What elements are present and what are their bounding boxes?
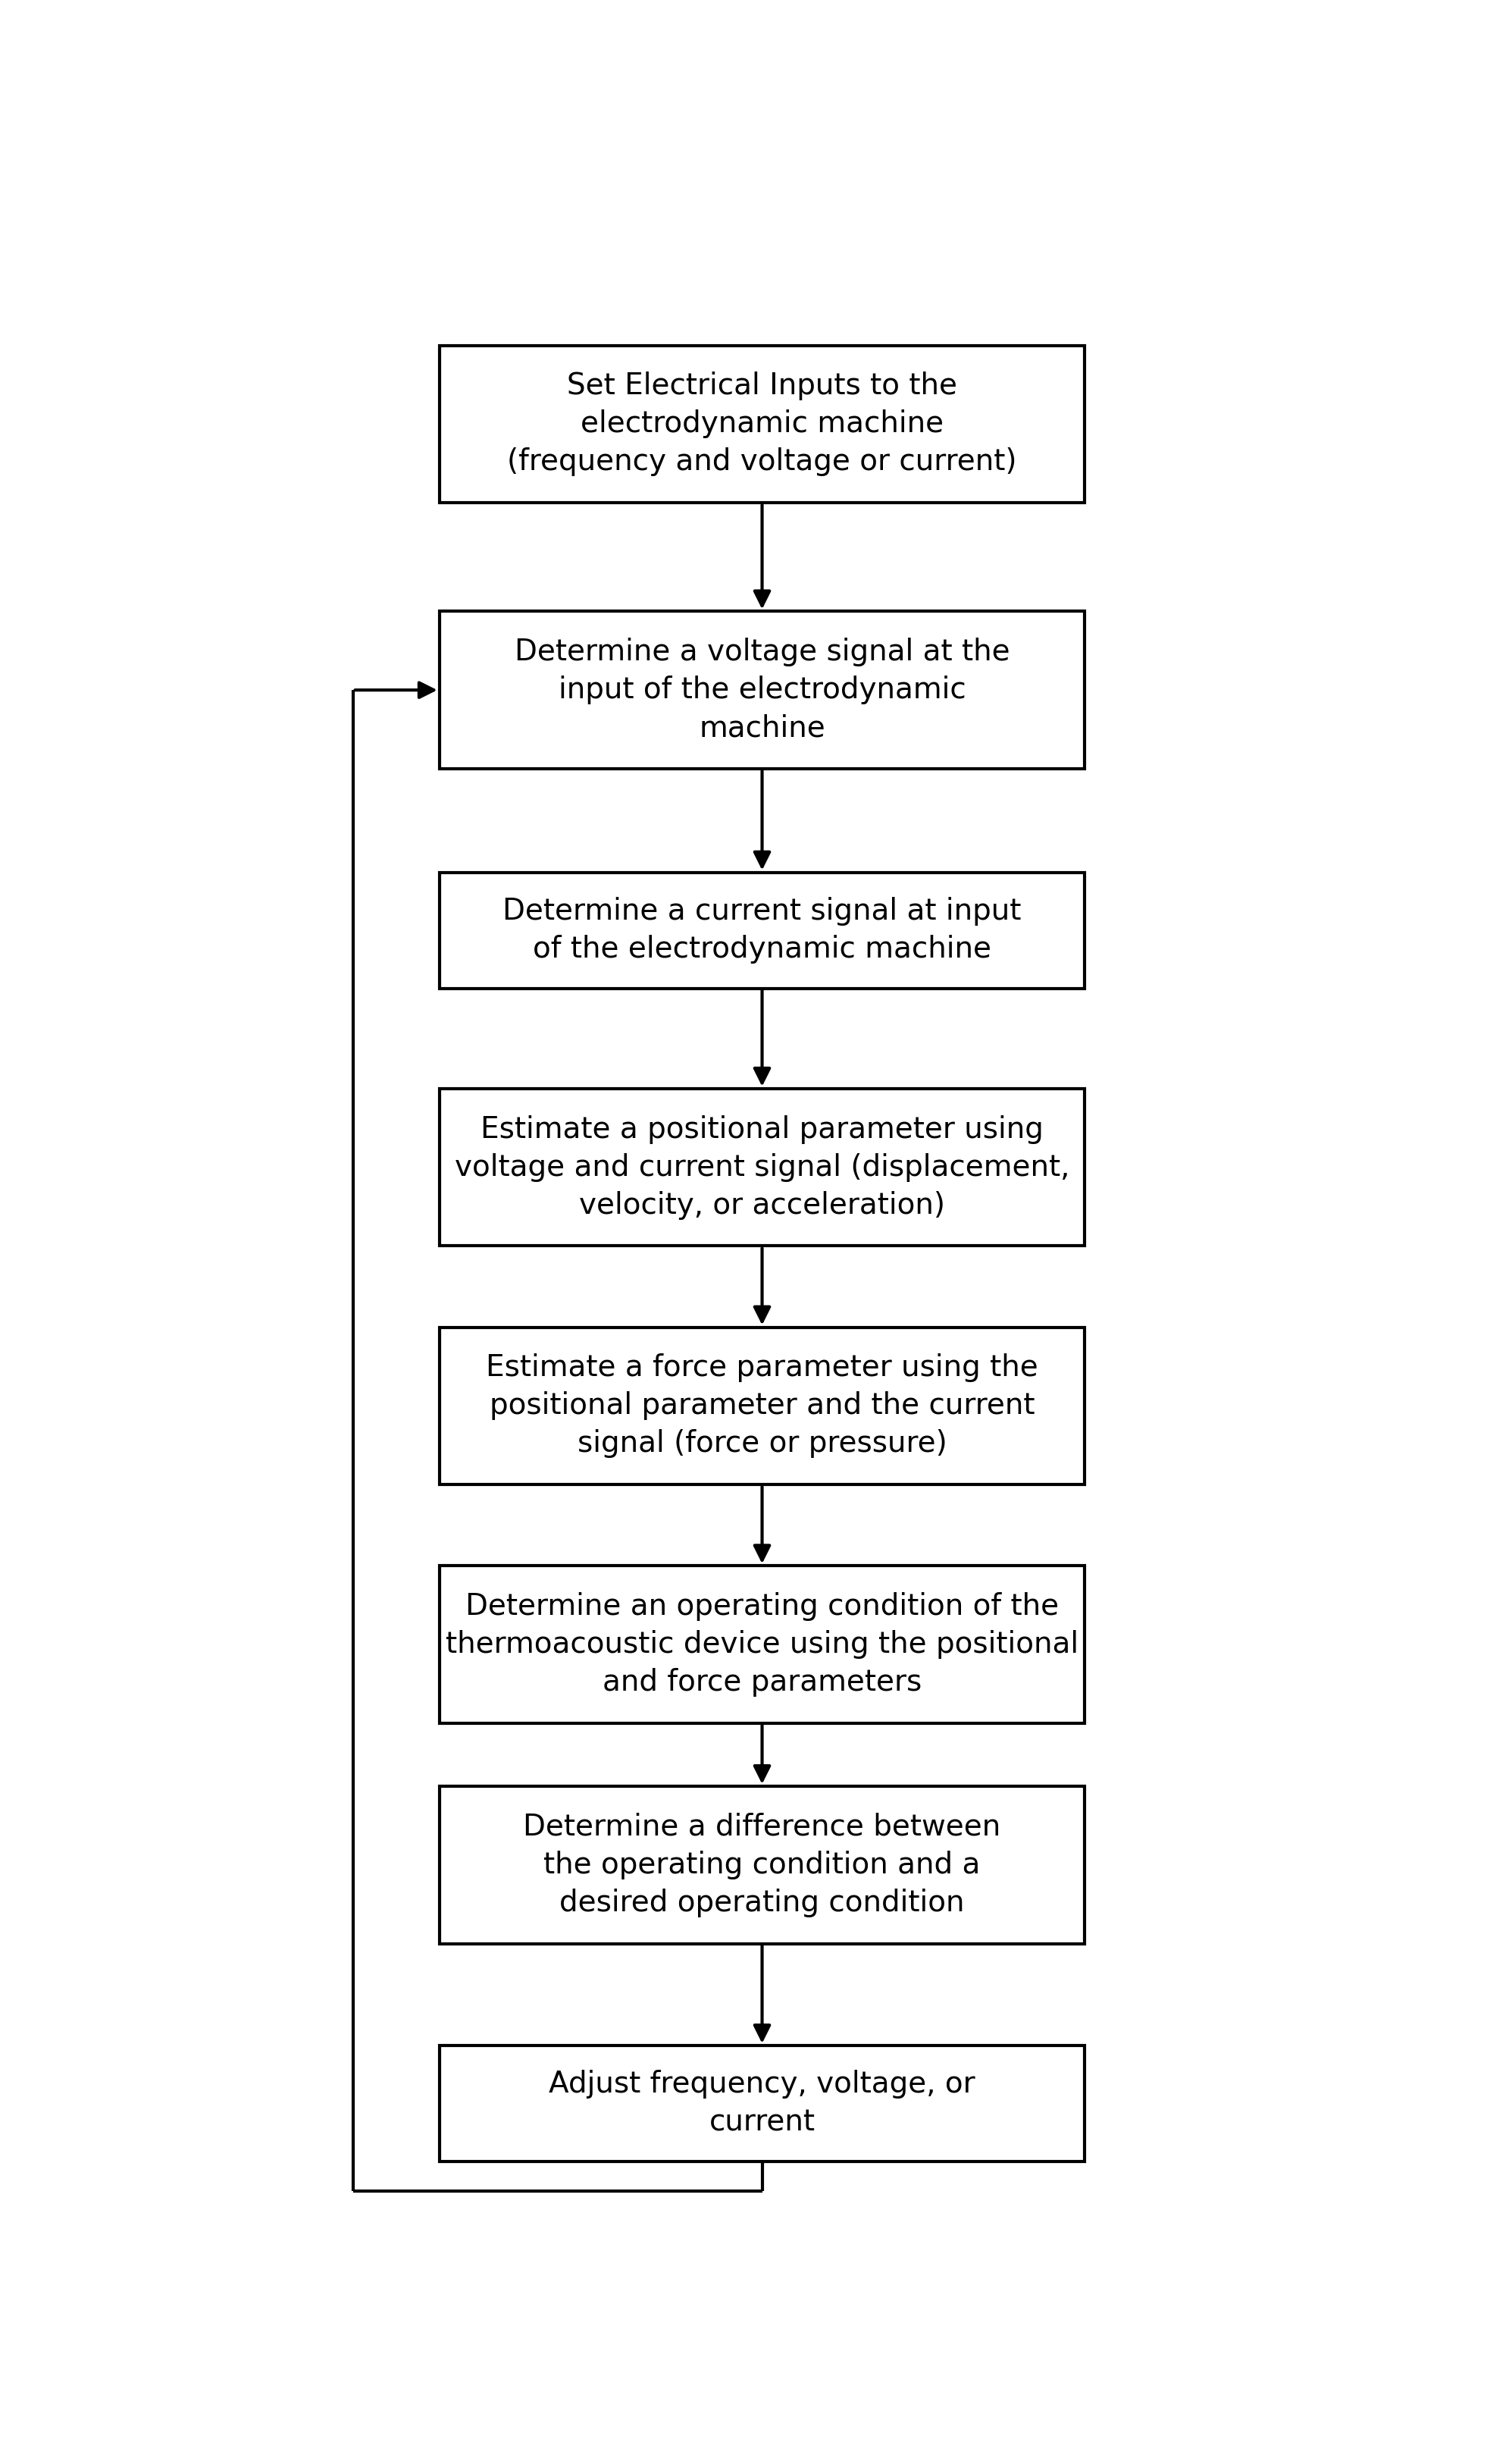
Text: Adjust frequency, voltage, or
current: Adjust frequency, voltage, or current: [549, 2070, 975, 2136]
FancyBboxPatch shape: [440, 1089, 1086, 1247]
FancyBboxPatch shape: [440, 1786, 1086, 1944]
FancyBboxPatch shape: [440, 1328, 1086, 1486]
Text: Estimate a force parameter using the
positional parameter and the current
signal: Estimate a force parameter using the pos…: [486, 1353, 1038, 1459]
Text: Set Electrical Inputs to the
electrodynamic machine
(frequency and voltage or cu: Set Electrical Inputs to the electrodyna…: [507, 372, 1017, 476]
Text: Determine a voltage signal at the
input of the electrodynamic
machine: Determine a voltage signal at the input …: [515, 638, 1010, 742]
FancyBboxPatch shape: [440, 872, 1086, 988]
Text: Determine a current signal at input
of the electrodynamic machine: Determine a current signal at input of t…: [503, 897, 1022, 963]
FancyBboxPatch shape: [440, 1565, 1086, 1722]
Text: Determine an operating condition of the
thermoacoustic device using the position: Determine an operating condition of the …: [446, 1592, 1078, 1698]
FancyBboxPatch shape: [440, 345, 1086, 503]
FancyBboxPatch shape: [440, 2045, 1086, 2161]
Text: Estimate a positional parameter using
voltage and current signal (displacement,
: Estimate a positional parameter using vo…: [455, 1114, 1069, 1220]
FancyBboxPatch shape: [440, 611, 1086, 769]
Text: Determine a difference between
the operating condition and a
desired operating c: Determine a difference between the opera…: [523, 1814, 1001, 1917]
